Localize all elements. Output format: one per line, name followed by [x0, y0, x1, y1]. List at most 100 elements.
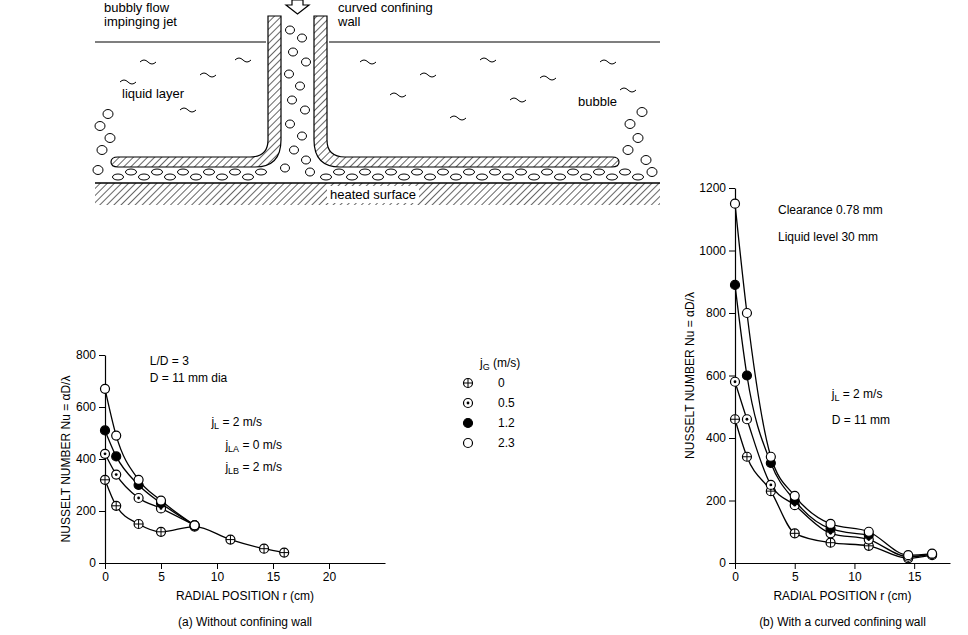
wave	[450, 116, 466, 120]
bubble	[477, 174, 488, 180]
bubble	[281, 164, 290, 172]
tick: 15	[908, 563, 922, 584]
tick-mark	[99, 407, 105, 408]
bubble	[302, 58, 311, 66]
bubble	[256, 169, 267, 175]
bubble	[451, 174, 462, 180]
bubble	[555, 174, 566, 180]
annotation: D = 11 mm	[832, 413, 890, 427]
series-line	[105, 480, 284, 553]
bubble	[321, 174, 332, 180]
marker-circle	[101, 426, 110, 435]
bubble	[490, 169, 501, 175]
legend-label: 1.2	[498, 416, 515, 430]
bubble	[306, 168, 315, 176]
x-axis-title: RADIAL POSITION r (cm)	[176, 589, 314, 603]
marker-cross	[794, 529, 795, 538]
tick-mark	[99, 511, 105, 512]
data-point	[731, 377, 740, 386]
marker-circle	[260, 544, 269, 553]
bubble	[105, 134, 115, 143]
annotation: D = 11 mm dia	[150, 371, 228, 385]
marker-circle	[157, 527, 166, 536]
diagram-label: wall	[337, 14, 361, 29]
label-background	[327, 186, 419, 203]
data-point	[731, 199, 740, 208]
wave	[540, 76, 556, 80]
bubble	[633, 174, 644, 180]
data-point	[101, 449, 110, 458]
data-point	[101, 475, 110, 484]
marker-circle	[742, 371, 751, 380]
bubble	[347, 174, 358, 180]
tick-label: 5	[158, 570, 165, 584]
tick-label: 600	[76, 400, 96, 414]
data-point	[864, 527, 873, 536]
data-point	[766, 480, 775, 489]
tick: 200	[76, 504, 105, 518]
tick-label: 0	[102, 570, 109, 584]
legend-marker	[464, 379, 473, 388]
diagram-label: heated surface	[330, 187, 416, 202]
data-point	[101, 384, 110, 393]
data-point	[134, 494, 143, 503]
bubble	[438, 169, 449, 175]
bubble	[97, 146, 107, 155]
marker-circle	[731, 199, 740, 208]
tick: 0	[89, 556, 105, 570]
series-line	[735, 204, 932, 556]
liquid-surface	[95, 41, 266, 42]
surface-line	[95, 182, 660, 184]
tick: 0	[102, 563, 109, 584]
liquid-surface	[329, 41, 660, 42]
bubble	[165, 174, 176, 180]
marker-circle	[742, 452, 751, 461]
legend-marker	[464, 419, 473, 428]
data-point	[190, 521, 199, 530]
bubble	[464, 169, 475, 175]
data-point	[731, 280, 740, 289]
data-point	[731, 415, 740, 424]
bubble	[637, 108, 647, 117]
tick-mark	[99, 355, 105, 356]
diagram-label: impinging jet	[104, 14, 177, 29]
marker-circle	[190, 521, 199, 530]
bubble	[647, 168, 657, 177]
bubble	[529, 174, 540, 180]
plot-area	[731, 199, 937, 563]
tick: 400	[706, 431, 735, 445]
x-axis: 051015	[732, 563, 950, 584]
tick-mark	[854, 563, 855, 569]
marker-circle	[134, 494, 143, 503]
data-point	[101, 426, 110, 435]
annotation: Clearance 0.78 mm	[778, 203, 883, 217]
wave	[140, 60, 156, 64]
tick-label: 20	[323, 570, 337, 584]
bubble	[230, 169, 241, 175]
axis-line	[106, 563, 386, 564]
bubble	[296, 82, 305, 90]
series-line	[105, 389, 195, 526]
marker-circle	[134, 475, 143, 484]
data-point	[742, 309, 751, 318]
bubble	[607, 174, 618, 180]
chart: 051015020040060080010001200RADIAL POSITI…	[683, 181, 951, 629]
tick-label: 5	[792, 570, 799, 584]
bubble	[633, 134, 643, 143]
bubble	[191, 174, 202, 180]
tick-label: 400	[706, 431, 726, 445]
bubble	[625, 120, 635, 129]
marker-cross	[284, 548, 285, 557]
marker-circle	[790, 491, 799, 500]
data-point	[157, 527, 166, 536]
data-point	[157, 496, 166, 505]
caption: (a) Without confining wall	[178, 615, 312, 629]
tick-label: 200	[76, 504, 96, 518]
bubble	[568, 169, 579, 175]
marker-circle	[864, 527, 873, 536]
diagram: bubbly flowimpinging jetcurved confining…	[93, 0, 660, 205]
legend: jG (m/s)00.51.22.3	[464, 356, 521, 450]
bubble	[334, 169, 345, 175]
bubble	[581, 174, 592, 180]
legend-label: 2.3	[498, 436, 515, 450]
